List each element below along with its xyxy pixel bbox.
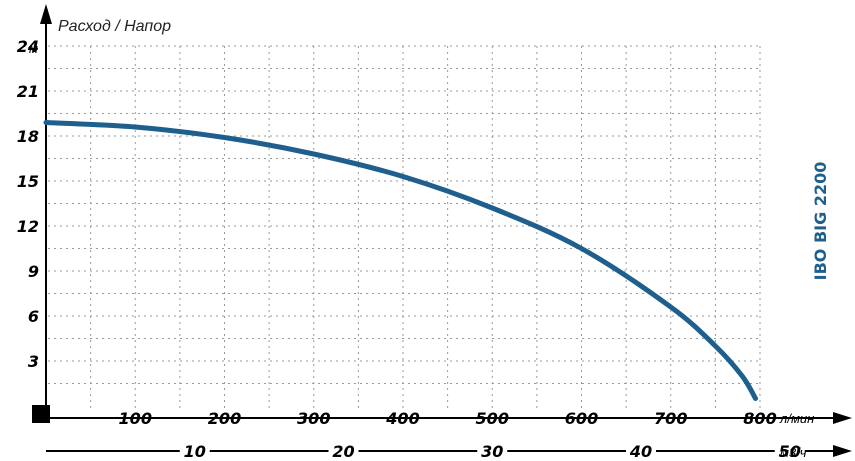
grid xyxy=(48,45,761,408)
x2-unit-label: м3/ч xyxy=(780,445,807,460)
y-tick-label: 21 xyxy=(17,82,39,101)
y-tick-label: 9 xyxy=(28,262,39,281)
chart-title: Расход / Напор xyxy=(58,18,171,35)
x2-tick-label: 20 xyxy=(332,442,354,461)
y-tick-label: 24 xyxy=(17,37,39,56)
x2-tick-label-background xyxy=(328,442,359,460)
x2-tick-label-background xyxy=(626,442,656,460)
y-tick-label: 18 xyxy=(17,127,39,146)
y-tick-label: 6 xyxy=(28,307,39,326)
x-tick-label: 200 xyxy=(208,409,241,428)
performance-curve xyxy=(43,120,759,401)
x-tick-label: 400 xyxy=(385,409,419,428)
x2-tick-label-background xyxy=(477,442,508,460)
y-unit-label: м xyxy=(29,41,38,56)
model-label: IBO BIG 2200 xyxy=(811,162,830,281)
x2-tick-label: 50 xyxy=(779,442,801,461)
axes xyxy=(32,4,852,457)
x-tick-label: 700 xyxy=(654,409,687,428)
x-tick-label: 800 xyxy=(743,409,776,428)
x2-tick-label-background xyxy=(774,442,805,460)
x2-axis-arrow-icon xyxy=(833,445,852,457)
y-axis-arrow-icon xyxy=(40,4,52,24)
x-axis-arrow-icon xyxy=(833,412,852,424)
x2-tick-label: 40 xyxy=(629,442,652,461)
y-tick-label: 3 xyxy=(28,352,39,371)
y-tick-label: 15 xyxy=(17,172,39,191)
y-tick-label: 12 xyxy=(17,217,39,236)
x-tick-label: 300 xyxy=(297,409,330,428)
series-layer xyxy=(43,120,759,401)
x-unit-label: л/мин xyxy=(779,411,814,426)
origin-square-icon xyxy=(32,405,50,423)
x2-tick-labels: 10 20 30 40 50 xyxy=(179,442,805,461)
x2-tick-label-background xyxy=(179,442,210,460)
x2-tick-label: 10 xyxy=(184,442,206,461)
x-tick-label: 500 xyxy=(476,409,509,428)
x-tick-labels: 100 200 300 400 500 600 700 800 xyxy=(119,409,777,428)
x-tick-label: 100 xyxy=(119,409,152,428)
x2-tick-label: 30 xyxy=(481,442,503,461)
x-tick-label: 600 xyxy=(565,409,598,428)
y-tick-labels: 3 6 9 12 15 18 21 24 xyxy=(17,37,39,371)
